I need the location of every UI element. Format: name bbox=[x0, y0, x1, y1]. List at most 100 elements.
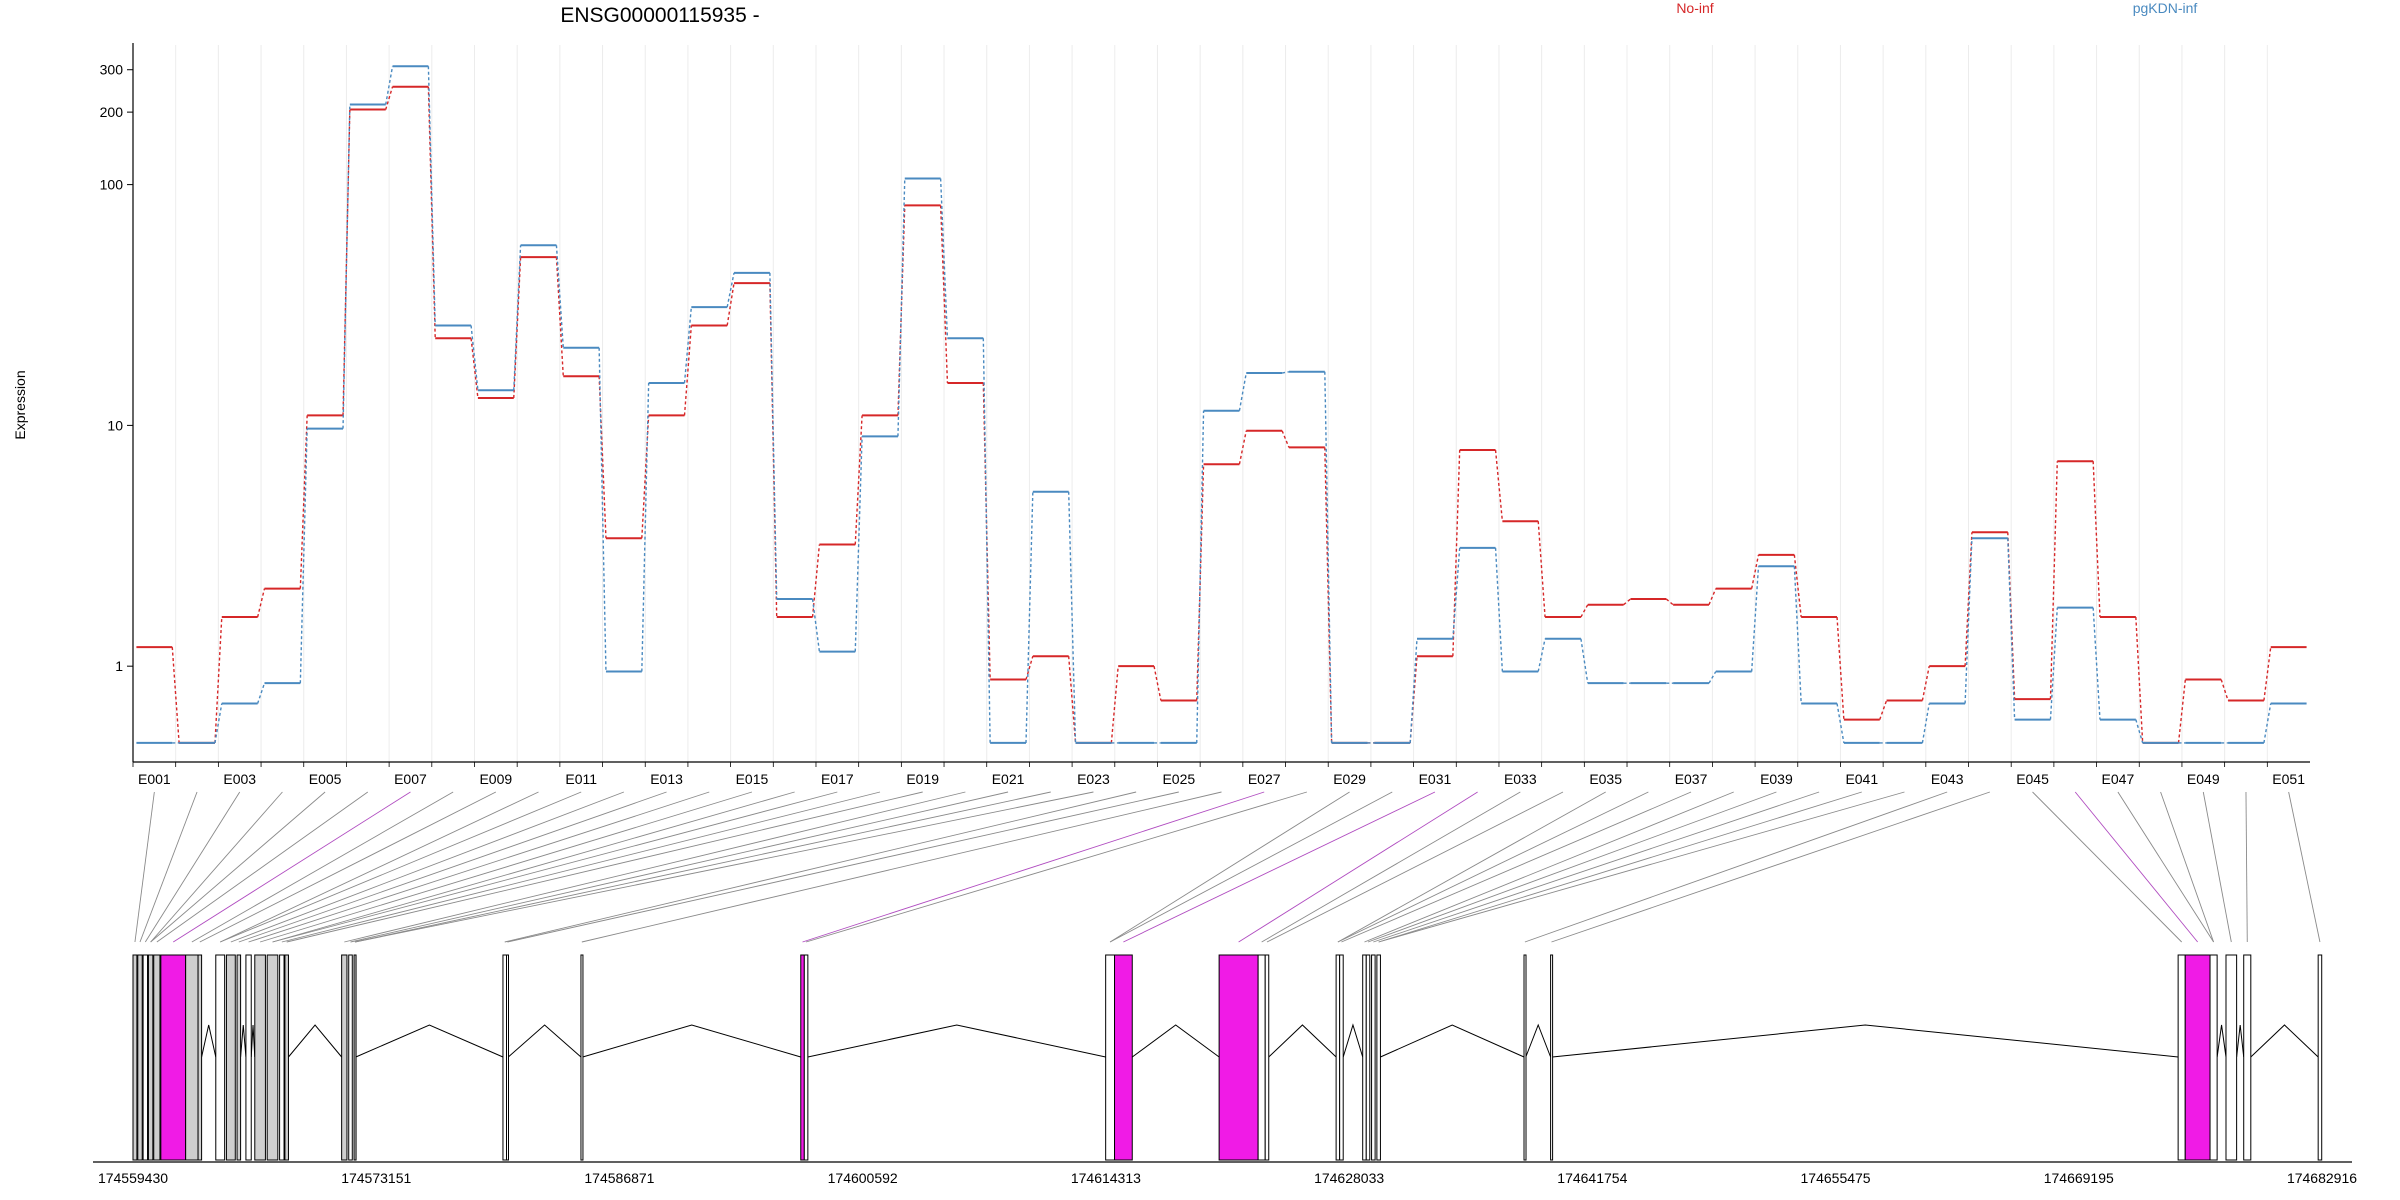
grid-lines bbox=[175, 45, 2268, 762]
intron-line bbox=[1525, 1023, 1552, 1058]
intron-line bbox=[507, 1024, 582, 1058]
x-tick-label: E045 bbox=[2016, 771, 2049, 787]
exon-connector-line bbox=[281, 791, 881, 943]
x-tick-label: E041 bbox=[1845, 771, 1878, 787]
series-connector bbox=[683, 307, 693, 384]
series-connector bbox=[1750, 554, 1760, 589]
series-connector bbox=[555, 257, 564, 377]
gene-exon bbox=[254, 954, 266, 1161]
gene-exon bbox=[1257, 954, 1266, 1161]
series-connector bbox=[1665, 598, 1674, 606]
series-connector bbox=[1067, 491, 1077, 743]
exon-connector-line bbox=[2288, 791, 2321, 943]
intron-line bbox=[1268, 1024, 1337, 1058]
series-connector bbox=[939, 205, 949, 384]
exon-connector-line bbox=[1337, 791, 1606, 943]
y-tick-label: 1 bbox=[115, 658, 123, 674]
exon-connectors bbox=[134, 791, 2321, 943]
gene-exon bbox=[1264, 954, 1270, 1161]
series-connector bbox=[299, 428, 308, 684]
exon-connector-line bbox=[259, 791, 753, 943]
exon-connector-line bbox=[2032, 791, 2182, 943]
intron-line bbox=[250, 1024, 256, 1058]
series-connector bbox=[641, 382, 650, 672]
x-tick-label: E003 bbox=[223, 771, 256, 787]
gene-exon bbox=[197, 954, 203, 1161]
gene-exon bbox=[266, 954, 279, 1161]
intron-line bbox=[2250, 1024, 2319, 1058]
x-tick-label: E017 bbox=[821, 771, 854, 787]
gene-exon bbox=[1365, 954, 1371, 1161]
x-tick-label: E021 bbox=[992, 771, 1025, 787]
x-tick-label: E019 bbox=[906, 771, 939, 787]
exon-connector-line bbox=[139, 791, 198, 943]
x-tick-label: E015 bbox=[736, 771, 769, 787]
intron-line bbox=[582, 1024, 801, 1058]
gene-exon bbox=[353, 954, 357, 1161]
gene-exon bbox=[348, 954, 353, 1161]
series-connector bbox=[1409, 656, 1418, 743]
gene-exon bbox=[2225, 954, 2238, 1161]
x-tick-label: E005 bbox=[309, 771, 342, 787]
gene-exon bbox=[1105, 954, 1116, 1161]
x-tick-label: E009 bbox=[479, 771, 512, 787]
x-tick-label: E047 bbox=[2102, 771, 2135, 787]
series-connector bbox=[1921, 703, 1930, 744]
intron-line bbox=[1552, 1024, 2179, 1058]
x-tick-label: E001 bbox=[138, 771, 171, 787]
series-connector bbox=[1836, 616, 1845, 720]
exon-connector-line bbox=[1266, 791, 1564, 943]
exon-connector-line bbox=[2117, 791, 2214, 943]
gene-exon bbox=[1550, 954, 1554, 1161]
exon-connector-line bbox=[272, 791, 838, 943]
series-connector bbox=[683, 325, 693, 416]
series-connector bbox=[897, 178, 906, 437]
series-connector bbox=[726, 282, 735, 326]
exon-connector-line bbox=[2160, 791, 2215, 943]
gene-exon bbox=[132, 954, 138, 1161]
series-lines bbox=[136, 65, 2307, 744]
series-connector bbox=[1623, 598, 1631, 606]
gene-exon bbox=[137, 954, 143, 1161]
series-connector bbox=[1708, 588, 1717, 605]
series-connector bbox=[1580, 604, 1589, 618]
exon-connector-line bbox=[220, 791, 539, 943]
exon-connector-line bbox=[1373, 791, 1820, 943]
x-tick-label: E049 bbox=[2187, 771, 2220, 787]
x-tick-label: E029 bbox=[1333, 771, 1366, 787]
genomic-coordinate-label: 174641754 bbox=[1557, 1170, 1627, 1186]
gene-exon bbox=[153, 954, 161, 1161]
series-connector bbox=[555, 245, 564, 348]
genomic-coordinate-label: 174614313 bbox=[1071, 1170, 1141, 1186]
exon-connector-line bbox=[1341, 791, 1692, 943]
exon-connector-line bbox=[2245, 791, 2248, 943]
gene-exon bbox=[1218, 954, 1259, 1161]
gene-exon bbox=[225, 954, 236, 1161]
series-connector bbox=[854, 436, 863, 652]
exon-connector-line bbox=[199, 791, 497, 943]
exon-connector-line bbox=[1109, 791, 1393, 943]
gene-exon bbox=[580, 954, 584, 1161]
series-connector bbox=[256, 588, 266, 618]
exon-connector-line bbox=[354, 791, 1094, 943]
series-connector bbox=[2135, 719, 2144, 744]
series-connector bbox=[385, 66, 394, 105]
intron-line bbox=[201, 1024, 217, 1058]
x-tick-label: E013 bbox=[650, 771, 683, 787]
exon-connector-line bbox=[191, 791, 454, 943]
y-tick-label: 300 bbox=[100, 62, 124, 78]
intron-line bbox=[1131, 1024, 1220, 1058]
gene-exon bbox=[2177, 954, 2186, 1161]
y-tick-label: 200 bbox=[100, 104, 124, 120]
intron-line bbox=[288, 1024, 343, 1058]
gene-exon bbox=[160, 954, 187, 1161]
series-connector bbox=[1494, 449, 1504, 522]
gene-exon bbox=[215, 954, 226, 1161]
exon-connector-line bbox=[134, 791, 155, 943]
exon-connector-line bbox=[272, 791, 795, 943]
exon-connector-line bbox=[144, 791, 241, 943]
series-connector bbox=[1836, 703, 1845, 744]
genomic-coordinate-label: 174669195 bbox=[2044, 1170, 2114, 1186]
exon-connector-line bbox=[1261, 791, 1521, 943]
series-connector bbox=[1196, 410, 1205, 743]
